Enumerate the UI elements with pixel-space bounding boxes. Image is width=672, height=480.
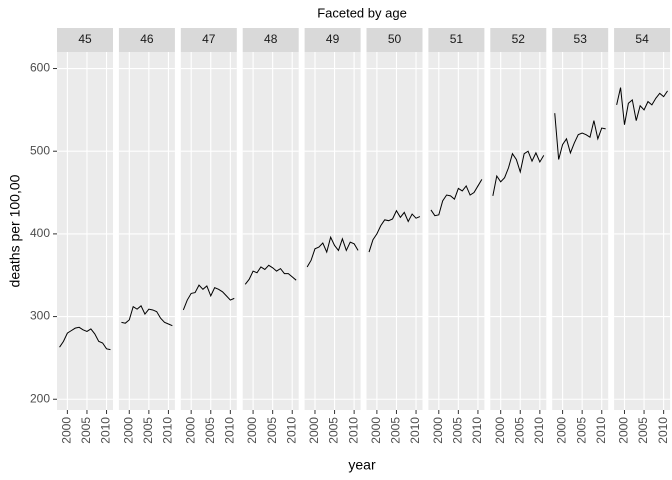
x-tick-label: 2010 (99, 417, 113, 444)
y-tick-label: 600 (30, 61, 50, 75)
series-line (121, 305, 173, 327)
y-axis-label: deaths per 100,00 (7, 174, 23, 287)
strip-background (180, 28, 237, 52)
panel-background (428, 52, 485, 410)
x-tick-label: 2005 (574, 417, 588, 444)
panel-background (304, 52, 361, 410)
y-tick-label: 200 (30, 391, 50, 405)
x-tick-label: 2005 (265, 417, 279, 444)
x-tick-label: 2010 (223, 417, 237, 444)
strip-background (304, 28, 361, 52)
x-tick-label: 2010 (594, 417, 608, 444)
strip-label: 49 (326, 32, 340, 46)
series-line (616, 87, 668, 125)
x-tick-label: 2000 (307, 417, 321, 444)
strip-background (242, 28, 299, 52)
x-tick-label: 2000 (617, 417, 631, 444)
x-tick-label: 2010 (346, 417, 360, 444)
x-tick-label: 2010 (408, 417, 422, 444)
series-line (306, 235, 359, 268)
x-tick-label: 2000 (369, 417, 383, 444)
chart-title: Faceted by age (317, 5, 407, 20)
series-line (430, 179, 483, 217)
series-line (492, 150, 545, 196)
y-tick-label: 400 (30, 226, 50, 240)
series-line (59, 326, 111, 351)
x-tick-label: 2010 (532, 417, 546, 444)
series-line (554, 113, 606, 160)
strip-label: 54 (635, 32, 649, 46)
series-line (244, 264, 297, 285)
x-tick-label: 2000 (183, 417, 197, 444)
x-tick-label: 2000 (493, 417, 507, 444)
y-tick-label: 300 (30, 309, 50, 323)
strip-label: 47 (202, 32, 216, 46)
x-tick-label: 2000 (60, 417, 74, 444)
x-tick-label: 2000 (555, 417, 569, 444)
x-tick-label: 2005 (636, 417, 650, 444)
panel-background (57, 52, 113, 410)
x-tick-label: 2010 (656, 417, 670, 444)
strip-label: 51 (450, 32, 464, 46)
x-tick-label: 2000 (121, 417, 135, 444)
strip-label: 46 (140, 32, 154, 46)
x-tick-label: 2005 (79, 417, 93, 444)
panel-background (552, 52, 609, 410)
panel-background (242, 52, 299, 410)
series-line (368, 209, 421, 253)
x-tick-label: 2010 (470, 417, 484, 444)
x-tick-label: 2010 (161, 417, 175, 444)
x-tick-label: 2000 (245, 417, 259, 444)
panel-background (490, 52, 547, 410)
x-axis-label: year (348, 457, 376, 473)
strip-background (57, 28, 113, 52)
x-tick-label: 2005 (512, 417, 526, 444)
x-tick-label: 2005 (389, 417, 403, 444)
strip-label: 53 (574, 32, 588, 46)
panel-background (366, 52, 423, 410)
panel-background (180, 52, 237, 410)
strip-label: 48 (264, 32, 278, 46)
x-tick-label: 2010 (284, 417, 298, 444)
strip-label: 45 (78, 32, 92, 46)
panel-background (118, 52, 175, 410)
strip-label: 52 (512, 32, 526, 46)
strip-background (614, 28, 671, 52)
strip-label: 50 (388, 32, 402, 46)
strip-background (490, 28, 547, 52)
y-tick-label: 500 (30, 143, 50, 157)
x-tick-label: 2005 (451, 417, 465, 444)
strip-background (552, 28, 609, 52)
x-tick-label: 2005 (203, 417, 217, 444)
strip-background (118, 28, 175, 52)
x-tick-label: 2005 (327, 417, 341, 444)
series-line (182, 284, 235, 311)
strip-background (428, 28, 485, 52)
x-tick-label: 2005 (141, 417, 155, 444)
strip-background (366, 28, 423, 52)
x-tick-label: 2000 (431, 417, 445, 444)
